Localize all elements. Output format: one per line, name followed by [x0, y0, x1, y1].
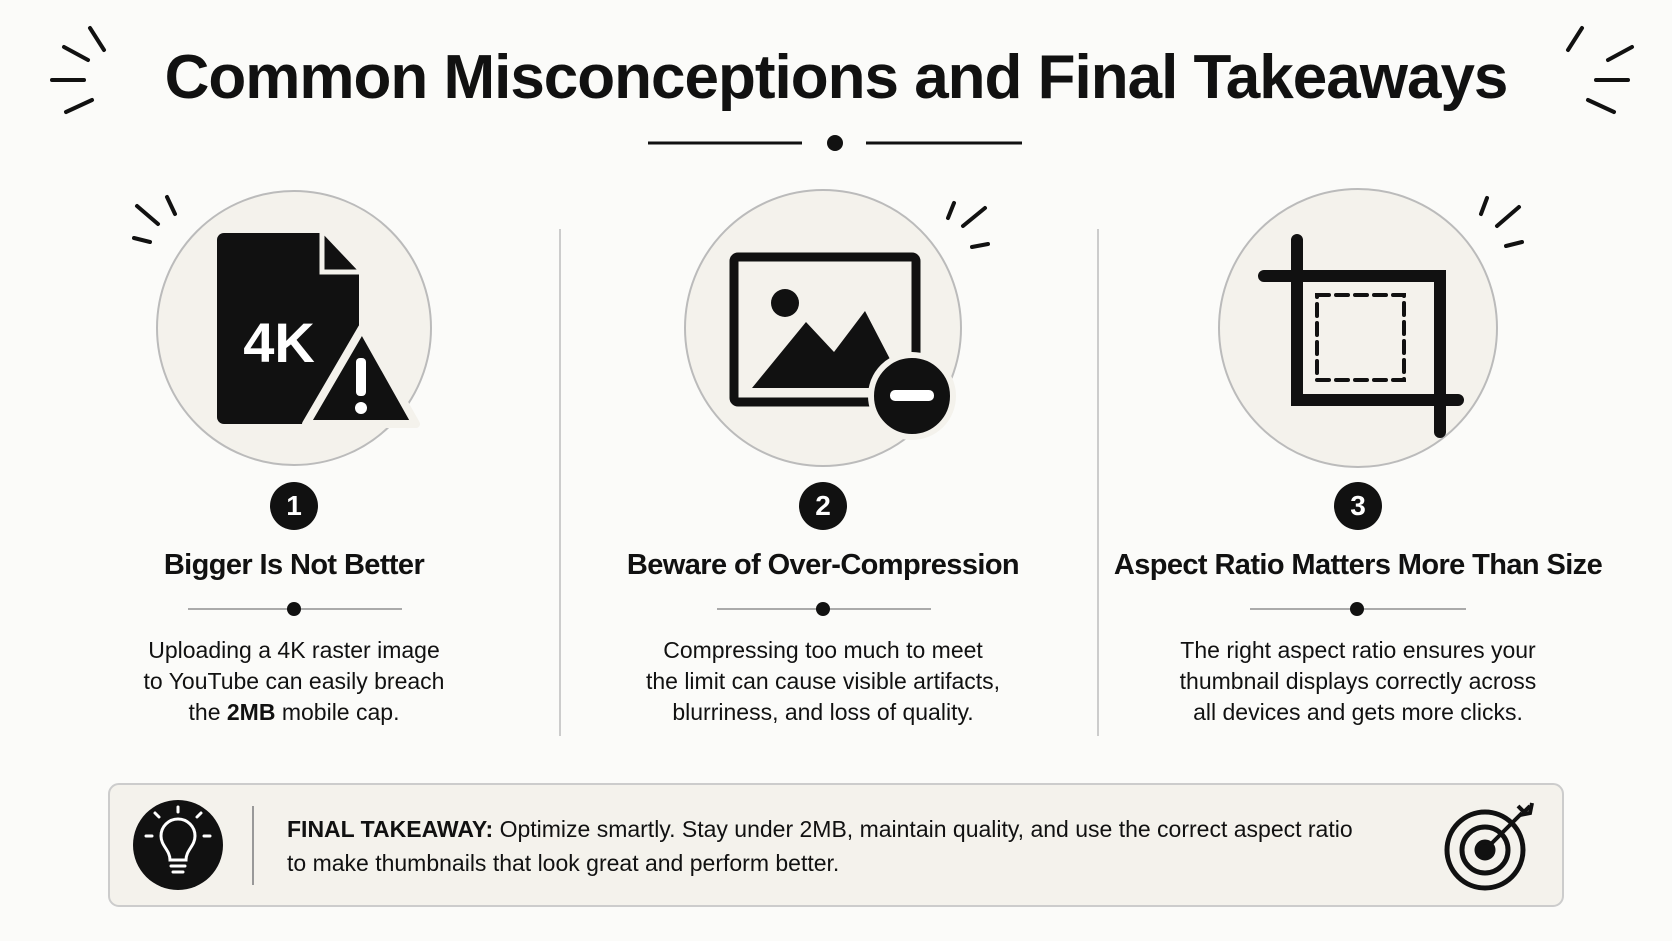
line: FINAL TAKEAWAY: Optimize smartly. Stay u…	[287, 812, 1353, 846]
card-description: Compressing too much to meet the limit c…	[543, 635, 1103, 728]
emphasis: 2MB	[226, 699, 276, 725]
takeaway-text: FINAL TAKEAWAY: Optimize smartly. Stay u…	[287, 812, 1353, 880]
column-separators	[559, 229, 1099, 736]
line: Uploading a 4K raster image	[148, 637, 440, 663]
file-warning-icon: 4K	[217, 233, 420, 428]
line: to YouTube can easily breach	[143, 668, 445, 694]
card-title: Beware of Over-Compression	[626, 549, 1020, 581]
line: blurriness, and loss of quality.	[672, 699, 974, 725]
text: the	[188, 699, 227, 725]
takeaway-box	[108, 783, 1564, 907]
card-title: Aspect Ratio Matters More Than Size	[1113, 549, 1603, 581]
line: the limit can cause visible artifacts,	[645, 668, 1001, 694]
text: mobile cap.	[275, 699, 400, 725]
line: all devices and gets more clicks.	[1193, 699, 1523, 725]
card-title: Bigger Is Not Better	[163, 549, 425, 581]
line: to make thumbnails that look great and p…	[287, 850, 840, 876]
card-number: 3	[1350, 490, 1366, 521]
crop-icon	[1258, 234, 1464, 438]
card-description: The right aspect ratio ensures your thum…	[1078, 635, 1638, 728]
target-icon	[1444, 802, 1534, 891]
card-number: 2	[815, 490, 831, 521]
icon-bursts	[132, 195, 1524, 249]
line: thumbnail displays correctly across	[1179, 668, 1537, 694]
line: The right aspect ratio ensures your	[1180, 637, 1536, 663]
card-number: 1	[286, 490, 302, 521]
line: Compressing too much to meet	[663, 637, 983, 663]
title-bursts	[50, 26, 1634, 114]
card-dividers	[188, 602, 1466, 616]
title-divider	[648, 135, 1022, 151]
page-title: Common Misconceptions and Final Takeaway…	[164, 43, 1509, 112]
number-badges	[270, 482, 1382, 530]
lightbulb-icon	[133, 800, 223, 890]
line: the 2MB mobile cap.	[14, 697, 574, 728]
icon-label: 4K	[243, 311, 315, 374]
card-description: Uploading a 4K raster image to YouTube c…	[14, 635, 574, 728]
image-minus-icon	[729, 252, 956, 440]
takeaway-label: FINAL TAKEAWAY:	[287, 816, 494, 842]
text: Optimize smartly. Stay under 2MB, mainta…	[499, 816, 1353, 842]
